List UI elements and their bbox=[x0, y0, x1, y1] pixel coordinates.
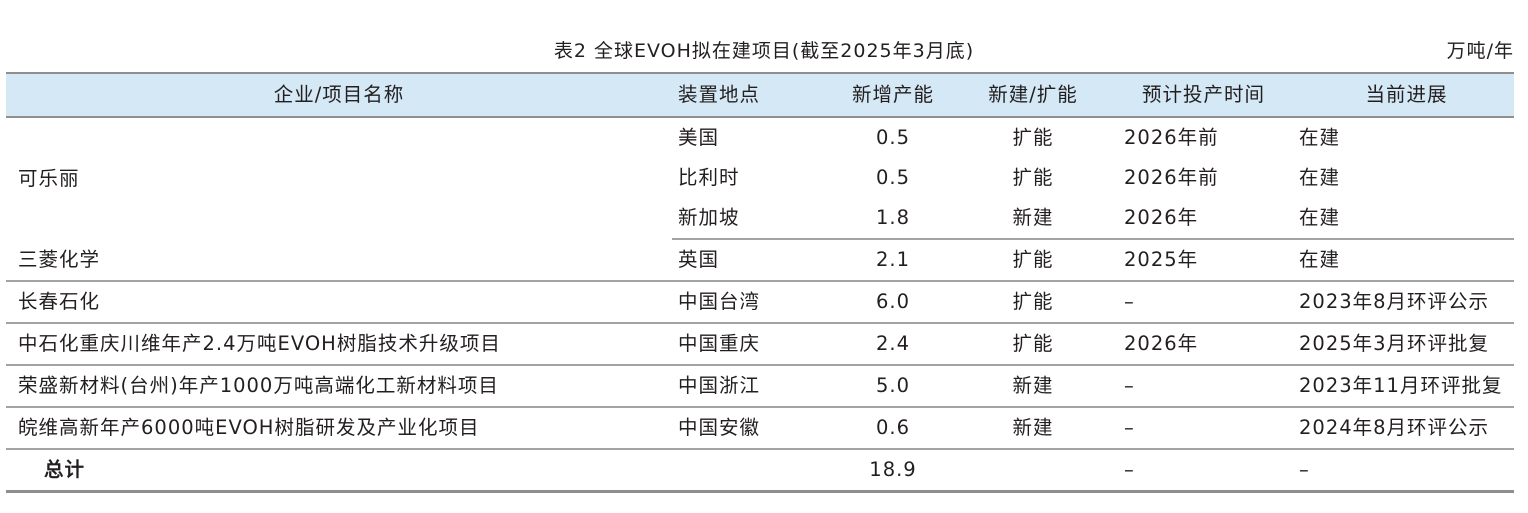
table-row: 可乐丽 美国 0.5 扩能 2026年前 在建 bbox=[6, 117, 1514, 190]
total-row: 总计 18.9 – – bbox=[6, 449, 1514, 493]
cell-company: 可乐丽 bbox=[18, 166, 80, 190]
cell-progress: 在建 bbox=[1299, 166, 1341, 189]
cell-time: – bbox=[1108, 281, 1299, 324]
total-progress: – bbox=[1299, 449, 1514, 493]
cell-type: 扩能 bbox=[958, 239, 1108, 282]
total-time: – bbox=[1108, 449, 1299, 493]
table-row: 荣盛新材料(台州)年产1000万吨高端化工新材料项目 中国浙江 5.0 新建 –… bbox=[6, 365, 1514, 408]
table-row: 比利时 0.5 扩能 2026年前 在建 bbox=[6, 158, 1514, 198]
cell-capacity: 2.1 bbox=[828, 239, 958, 282]
cell-capacity: 0.5 bbox=[875, 166, 910, 189]
cell-type: 扩能 bbox=[958, 281, 1108, 324]
cell-location: 中国重庆 bbox=[672, 323, 828, 366]
cell-time: 2026年 bbox=[1108, 323, 1299, 366]
cell-progress: 在建 bbox=[1299, 198, 1514, 240]
table-header-row: 企业/项目名称 装置地点 新增产能 新建/扩能 预计投产时间 当前进展 bbox=[6, 72, 1514, 118]
table-row: 中石化重庆川维年产2.4万吨EVOH树脂技术升级项目 中国重庆 2.4 扩能 2… bbox=[6, 323, 1514, 366]
cell-time: 2025年 bbox=[1108, 239, 1299, 282]
table-caption: 表2 全球EVOH拟在建项目(截至2025年3月底) 万吨/年 bbox=[0, 36, 1528, 66]
cell-capacity: 5.0 bbox=[828, 365, 958, 408]
cell-capacity: 6.0 bbox=[828, 281, 958, 324]
header-location: 装置地点 bbox=[672, 72, 828, 118]
cell-type: 扩能 bbox=[1012, 126, 1054, 149]
table-title: 表2 全球EVOH拟在建项目(截至2025年3月底) bbox=[553, 40, 975, 62]
cell-type: 扩能 bbox=[958, 323, 1108, 366]
table-row: 新加坡 1.8 新建 2026年 在建 bbox=[6, 198, 1514, 240]
cell-progress: 2025年3月环评批复 bbox=[1299, 323, 1514, 366]
header-type: 新建/扩能 bbox=[958, 72, 1108, 118]
cell-progress: 在建 bbox=[1299, 126, 1341, 149]
cell-type: 新建 bbox=[958, 407, 1108, 450]
cell-location: 中国台湾 bbox=[672, 281, 828, 324]
cell-progress: 2023年11月环评批复 bbox=[1299, 365, 1514, 408]
cell-location: 比利时 bbox=[678, 166, 740, 189]
cell-capacity: 0.5 bbox=[875, 126, 910, 149]
table-row: 皖维高新年产6000吨EVOH树脂研发及产业化项目 中国安徽 0.6 新建 – … bbox=[6, 407, 1514, 450]
cell-company: 中石化重庆川维年产2.4万吨EVOH树脂技术升级项目 bbox=[6, 323, 672, 366]
cell-capacity: 2.4 bbox=[828, 323, 958, 366]
cell-time: 2026年前 bbox=[1124, 166, 1219, 189]
header-time: 预计投产时间 bbox=[1108, 72, 1299, 118]
header-company: 企业/项目名称 bbox=[6, 72, 672, 118]
cell-time: – bbox=[1108, 407, 1299, 450]
table-row: 长春石化 中国台湾 6.0 扩能 – 2023年8月环评公示 bbox=[6, 281, 1514, 324]
cell-progress: 2024年8月环评公示 bbox=[1299, 407, 1514, 450]
cell-location: 中国浙江 bbox=[672, 365, 828, 408]
cell-time: 2026年 bbox=[1108, 198, 1299, 240]
cell-company: 长春石化 bbox=[6, 281, 672, 324]
cell-time: 2026年前 bbox=[1124, 126, 1219, 149]
cell-progress: 2023年8月环评公示 bbox=[1299, 281, 1514, 324]
unit-label: 万吨/年 bbox=[1446, 40, 1514, 62]
cell-type: 新建 bbox=[958, 365, 1108, 408]
total-label: 总计 bbox=[6, 449, 672, 493]
total-location bbox=[672, 449, 828, 493]
cell-company: 荣盛新材料(台州)年产1000万吨高端化工新材料项目 bbox=[6, 365, 672, 408]
header-capacity: 新增产能 bbox=[828, 72, 958, 118]
cell-location: 新加坡 bbox=[672, 198, 828, 240]
table-row: 三菱化学 英国 2.1 扩能 2025年 在建 bbox=[6, 239, 1514, 282]
cell-type: 扩能 bbox=[1012, 166, 1054, 189]
evoh-projects-table: 企业/项目名称 装置地点 新增产能 新建/扩能 预计投产时间 当前进展 可乐丽 … bbox=[6, 72, 1514, 493]
cell-location: 美国 bbox=[678, 126, 720, 149]
cell-time: – bbox=[1108, 365, 1299, 408]
cell-progress: 在建 bbox=[1299, 239, 1514, 282]
cell-company: 三菱化学 bbox=[6, 239, 672, 282]
cell-location: 英国 bbox=[672, 239, 828, 282]
cell-capacity: 0.6 bbox=[828, 407, 958, 450]
total-type bbox=[958, 449, 1108, 493]
cell-type: 新建 bbox=[958, 198, 1108, 240]
cell-capacity: 1.8 bbox=[828, 198, 958, 240]
cell-location: 中国安徽 bbox=[672, 407, 828, 450]
header-progress: 当前进展 bbox=[1299, 72, 1514, 118]
total-capacity: 18.9 bbox=[828, 449, 958, 493]
cell-company: 皖维高新年产6000吨EVOH树脂研发及产业化项目 bbox=[6, 407, 672, 450]
